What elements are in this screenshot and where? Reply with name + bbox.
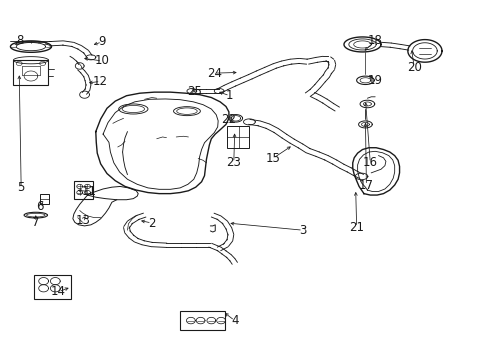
Text: 23: 23 bbox=[226, 156, 241, 169]
Text: 11: 11 bbox=[82, 185, 97, 198]
Text: 8: 8 bbox=[17, 34, 24, 48]
Bar bbox=[40, 194, 49, 204]
Text: 7: 7 bbox=[32, 216, 40, 229]
Text: 19: 19 bbox=[367, 74, 382, 87]
Text: 15: 15 bbox=[265, 152, 280, 165]
Text: 14: 14 bbox=[51, 285, 65, 298]
Text: 20: 20 bbox=[406, 60, 421, 73]
Text: 22: 22 bbox=[221, 113, 236, 126]
Text: 5: 5 bbox=[18, 181, 25, 194]
Bar bbox=[74, 181, 93, 199]
Text: 16: 16 bbox=[362, 156, 377, 169]
Bar bbox=[34, 275, 71, 299]
Text: 6: 6 bbox=[36, 201, 43, 213]
Text: 13: 13 bbox=[75, 214, 90, 227]
Text: 2: 2 bbox=[148, 216, 155, 230]
Text: 24: 24 bbox=[206, 67, 222, 80]
Bar bbox=[227, 126, 249, 148]
Text: 21: 21 bbox=[348, 221, 364, 234]
Text: 3: 3 bbox=[299, 224, 306, 237]
Bar bbox=[180, 311, 224, 330]
Text: 10: 10 bbox=[95, 54, 109, 67]
Text: 4: 4 bbox=[230, 314, 238, 327]
Text: 18: 18 bbox=[367, 34, 382, 48]
Text: 25: 25 bbox=[187, 85, 202, 98]
Text: 17: 17 bbox=[358, 179, 373, 192]
Text: 12: 12 bbox=[93, 75, 108, 88]
Bar bbox=[13, 60, 48, 85]
Text: 9: 9 bbox=[98, 35, 105, 49]
Text: 1: 1 bbox=[225, 89, 233, 102]
